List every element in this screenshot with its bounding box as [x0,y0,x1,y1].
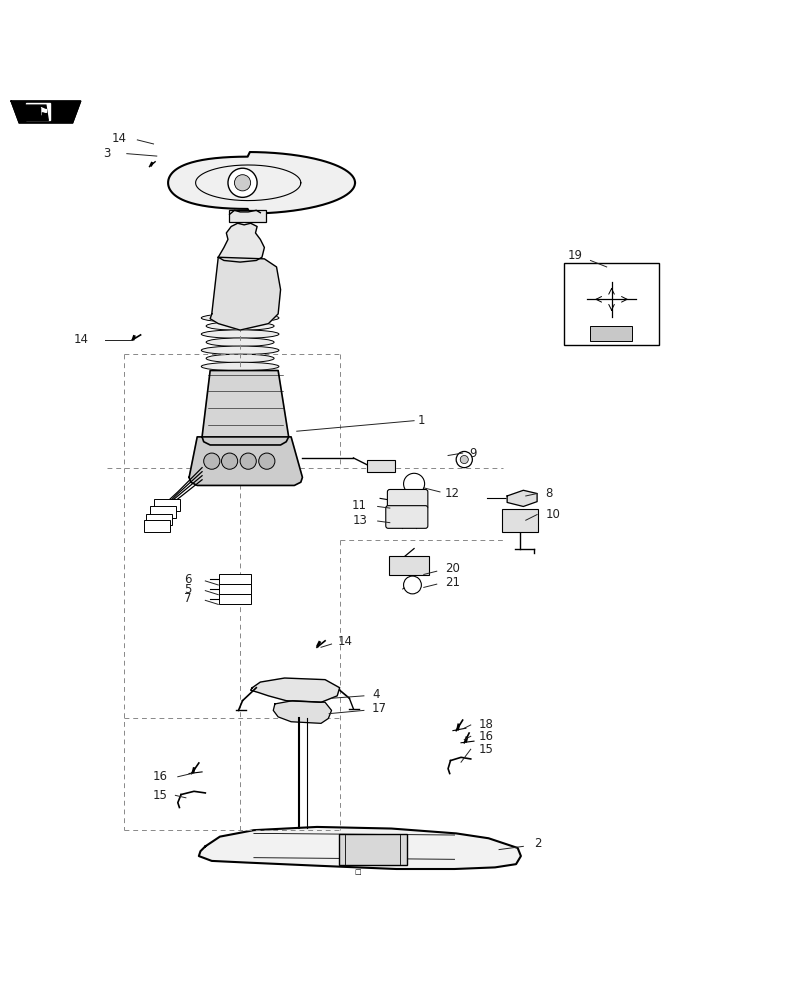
Text: 19: 19 [567,249,581,262]
Circle shape [460,455,468,464]
Text: 3: 3 [103,147,110,160]
Circle shape [204,453,220,469]
FancyBboxPatch shape [150,506,176,518]
FancyBboxPatch shape [154,499,180,511]
Circle shape [403,473,424,494]
Ellipse shape [201,330,279,338]
Text: 20: 20 [444,562,459,575]
FancyBboxPatch shape [219,574,251,584]
FancyBboxPatch shape [144,520,169,532]
Text: 14: 14 [112,132,127,145]
Text: 18: 18 [478,718,493,731]
Text: 17: 17 [371,702,387,715]
Ellipse shape [201,346,279,355]
Circle shape [240,453,256,469]
Text: 16: 16 [152,770,167,783]
Text: 9: 9 [469,447,476,460]
Circle shape [234,175,251,191]
Text: 15: 15 [478,743,493,756]
Text: 11: 11 [352,499,367,512]
Text: 1: 1 [418,414,425,427]
Circle shape [403,576,421,594]
Polygon shape [507,490,536,506]
Text: 4: 4 [371,688,379,701]
Polygon shape [273,701,331,723]
Polygon shape [251,678,339,702]
FancyBboxPatch shape [385,506,427,528]
Ellipse shape [201,314,279,322]
Polygon shape [210,257,281,330]
Polygon shape [189,437,302,485]
Polygon shape [202,371,288,445]
FancyBboxPatch shape [563,263,659,345]
FancyBboxPatch shape [229,210,266,222]
Text: 14: 14 [74,333,88,346]
Circle shape [228,168,257,197]
FancyBboxPatch shape [387,489,427,509]
Text: 21: 21 [444,576,459,589]
Text: □: □ [354,869,360,875]
Text: 15: 15 [152,789,167,802]
Text: 2: 2 [533,837,541,850]
Circle shape [456,451,472,468]
Text: 5: 5 [184,583,191,596]
Ellipse shape [206,322,274,330]
Polygon shape [199,827,521,869]
FancyBboxPatch shape [146,514,172,525]
Polygon shape [11,101,80,123]
FancyBboxPatch shape [219,594,251,604]
Circle shape [259,453,275,469]
Ellipse shape [206,354,274,363]
Text: ⚑: ⚑ [38,107,49,117]
Ellipse shape [201,362,279,371]
Text: 13: 13 [352,514,367,527]
Text: 14: 14 [337,635,352,648]
Text: 10: 10 [544,508,560,521]
Text: 7: 7 [184,592,191,605]
Polygon shape [168,152,354,214]
FancyBboxPatch shape [589,326,631,341]
FancyBboxPatch shape [502,509,537,532]
Text: 16: 16 [478,730,493,743]
Circle shape [221,453,238,469]
Polygon shape [19,105,49,120]
FancyBboxPatch shape [219,584,251,594]
FancyBboxPatch shape [388,556,429,575]
Text: 12: 12 [444,487,459,500]
FancyBboxPatch shape [338,834,406,865]
Text: 6: 6 [184,573,191,586]
Polygon shape [218,223,264,262]
Polygon shape [26,103,50,120]
Ellipse shape [206,338,274,346]
Text: 8: 8 [544,487,551,500]
FancyBboxPatch shape [367,460,394,472]
